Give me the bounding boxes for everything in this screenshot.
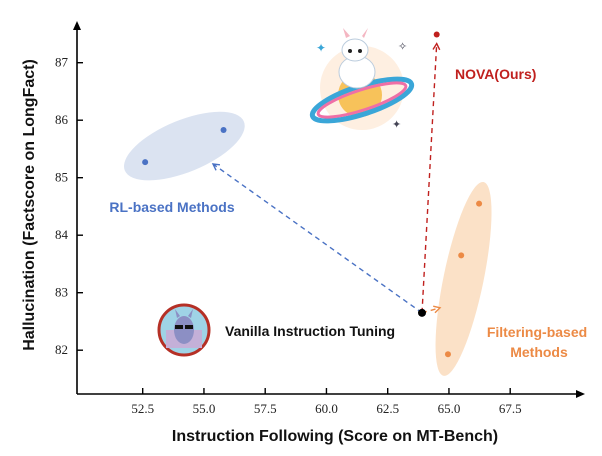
arrow-to-filtering-based-head [433, 305, 442, 314]
label-rl-based-methods: RL-based Methods [109, 199, 234, 215]
label-filtering-based-line2: Methods [510, 344, 568, 360]
x-tick-label: 57.5 [254, 401, 277, 416]
x-axis-arrowhead [576, 390, 585, 398]
data-point-filtering-based-methods [458, 252, 465, 259]
label-vanilla-instruction-tuning: Vanilla Instruction Tuning [225, 323, 395, 339]
data-point-filtering-based-methods [444, 351, 451, 358]
svg-text:✧: ✧ [398, 41, 407, 53]
y-tick-label: 87 [55, 55, 69, 70]
arrow-to-rl-based-head [211, 163, 221, 171]
svg-text:✦: ✦ [316, 41, 326, 55]
x-axis-label: Instruction Following (Score on MT-Bench… [172, 428, 498, 445]
label-nova-ours: NOVA(Ours) [455, 66, 536, 82]
y-tick-label: 82 [55, 342, 68, 357]
data-point-filtering-based-methods [476, 200, 483, 207]
x-tick-label: 62.5 [376, 401, 399, 416]
x-tick-label: 52.5 [131, 401, 154, 416]
vanilla-llama-avatar [157, 303, 211, 357]
group-ellipse-1 [435, 181, 492, 376]
data-point-vanilla-instruction-tuning [418, 308, 426, 317]
group-ellipse-0 [123, 111, 245, 181]
svg-text:✦: ✦ [392, 119, 401, 131]
label-filtering-based-line1: Filtering-based [487, 324, 587, 340]
y-tick-label: 85 [55, 170, 68, 185]
x-tick-label: 60.0 [315, 401, 338, 416]
y-axis-label: Hallucination (Factscore on LongFact) [21, 59, 38, 351]
data-point-rl-based-methods [220, 126, 227, 133]
y-axis-arrowhead [73, 21, 81, 30]
x-tick-label: 65.0 [438, 401, 461, 416]
x-tick-label: 67.5 [499, 401, 522, 416]
arrow-to-nova-head [432, 42, 441, 51]
arrow-to-nova [421, 43, 438, 313]
y-tick-label: 84 [55, 227, 69, 242]
y-tick-label: 86 [55, 112, 69, 127]
x-tick-label: 55.0 [193, 401, 216, 416]
arrow-to-rl-based [212, 163, 423, 314]
nova-llama-planet-illustration: ✦ ✧ ✦ [309, 28, 415, 131]
data-point-rl-based-methods [142, 159, 149, 166]
y-tick-label: 83 [55, 285, 68, 300]
data-point-nova-ours [433, 31, 440, 38]
